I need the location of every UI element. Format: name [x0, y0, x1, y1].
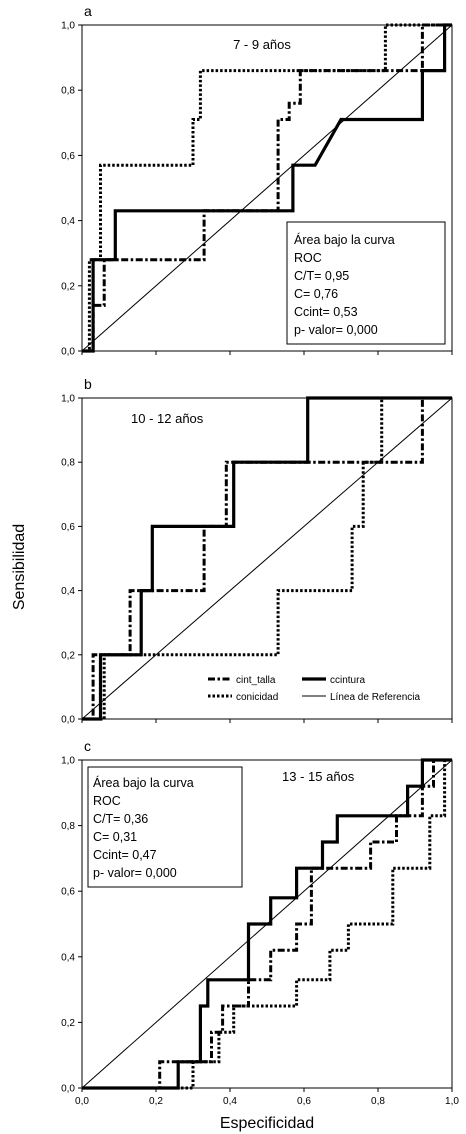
series-line-ccintura: [82, 23, 452, 353]
y-tick-label: 0,6: [61, 887, 75, 898]
panel-a: a 7 - 9 años 0,0 0,2 0,4 0,6 0,8 1,0 Área baj…: [61, 3, 453, 358]
legend-label-cint-talla: cint_talla: [236, 675, 276, 686]
panel-b-frame: [81, 397, 453, 720]
series-line-linea-de-referencia: [81, 24, 453, 352]
y-tick-label: 0,0: [61, 1084, 75, 1095]
series-line-conicidad: [82, 396, 452, 721]
series-line-linea-de-referencia: [81, 759, 453, 1089]
y-tick-label: 0,2: [61, 650, 75, 661]
series-line-conicidad: [82, 758, 452, 1090]
series-line-ccintura: [82, 396, 452, 721]
auc-c: C= 0,31: [93, 830, 137, 844]
panel-b-age-label: 10 - 12 años: [131, 411, 204, 426]
x-tick-label: 0,0: [75, 1096, 89, 1107]
legend-label-ccintura: ccintura: [330, 675, 365, 686]
auc-title-line-2: ROC: [93, 794, 121, 808]
y-tick-label: 0,2: [61, 281, 75, 292]
panel-a-frame: [81, 24, 453, 352]
y-tick-label: 0,6: [61, 151, 75, 162]
auc-title-line-1: Área bajo la curva: [93, 775, 194, 790]
panel-b-letter: b: [84, 376, 92, 392]
series-line-cint-talla: [82, 23, 452, 353]
y-tick-label: 0,8: [61, 86, 75, 97]
auc-ccint: Ccint= 0,47: [93, 848, 157, 862]
y-tick-label: 0,8: [61, 821, 75, 832]
legend-label-reference: Línea de Referencia: [330, 692, 421, 703]
series-line-linea-de-referencia: [81, 397, 453, 720]
panel-c-auc-frame: [87, 766, 243, 888]
auc-title-line-2: ROC: [294, 251, 322, 265]
y-tick-label: 0,6: [61, 522, 75, 533]
x-axis-title: Especificidad: [220, 1115, 314, 1132]
panel-c-letter: c: [84, 738, 91, 754]
panel-c-auc-box: Área bajo la curva ROC C/T= 0,36 C= 0,31…: [87, 766, 243, 888]
panel-a-auc-box: Área bajo la curva ROC C/T= 0,95 C= 0,76…: [286, 221, 446, 345]
x-tick-label: 0,4: [223, 1096, 237, 1107]
x-tick-label: 0,6: [297, 1096, 311, 1107]
y-tick-label: 0,4: [61, 216, 75, 227]
panel-b: b 10 - 12 años 0,0 0,2 0,4 0,6 0,8 1,0 cint_t…: [61, 376, 453, 726]
y-tick-label: 1,0: [61, 21, 75, 32]
panel-a-age-label: 7 - 9 años: [233, 37, 291, 52]
auc-ccint: Ccint= 0,53: [294, 305, 358, 319]
panel-c: c 13 - 15 años 0,00,20,40,60,81,00,0 0,2 0…: [61, 738, 459, 1107]
y-tick-label: 0,8: [61, 458, 75, 469]
y-tick-label: 0,4: [61, 586, 75, 597]
panel-c-frame: [81, 759, 453, 1089]
auc-c: C= 0,76: [294, 287, 338, 301]
panel-c-plot-area: 0,0 0,2 0,4 0,6 0,8 1,0 0,0 0,2 0,4 0,6 0,8 1,0: [61, 756, 459, 1108]
auc-title-line-1: Área bajo la curva: [294, 232, 395, 247]
y-tick-label: 0,2: [61, 1018, 75, 1029]
x-tick-label: 0,2: [149, 1096, 163, 1107]
panel-a-auc-frame: [286, 221, 446, 345]
panel-b-legend: cint_talla ccintura conicidad Línea de R…: [208, 675, 421, 703]
series-line-ccintura: [82, 758, 452, 1090]
panel-c-age-label: 13 - 15 años: [282, 769, 355, 784]
auc-p-value: p- valor= 0,000: [93, 866, 177, 880]
y-tick-label: 1,0: [61, 756, 75, 767]
panel-a-letter: a: [84, 3, 92, 19]
y-tick-label: 0,0: [61, 715, 75, 726]
panel-a-plot-area: 0,0 0,2 0,4 0,6 0,8 1,0: [61, 21, 453, 358]
auc-p-value: p- valor= 0,000: [294, 323, 378, 337]
x-tick-label: 0,8: [371, 1096, 385, 1107]
panel-b-plot-area: 0,0 0,2 0,4 0,6 0,8 1,0: [61, 394, 453, 726]
legend-label-conicidad: conicidad: [236, 692, 278, 703]
auc-ct: C/T= 0,95: [294, 269, 349, 283]
y-tick-label: 0,0: [61, 347, 75, 358]
y-tick-label: 0,4: [61, 952, 75, 963]
x-tick-label: 1,0: [445, 1096, 459, 1107]
y-axis-title: Sensibilidad: [11, 524, 28, 610]
auc-ct: C/T= 0,36: [93, 812, 148, 826]
y-tick-label: 1,0: [61, 394, 75, 405]
series-line-cint-talla: [82, 758, 452, 1090]
